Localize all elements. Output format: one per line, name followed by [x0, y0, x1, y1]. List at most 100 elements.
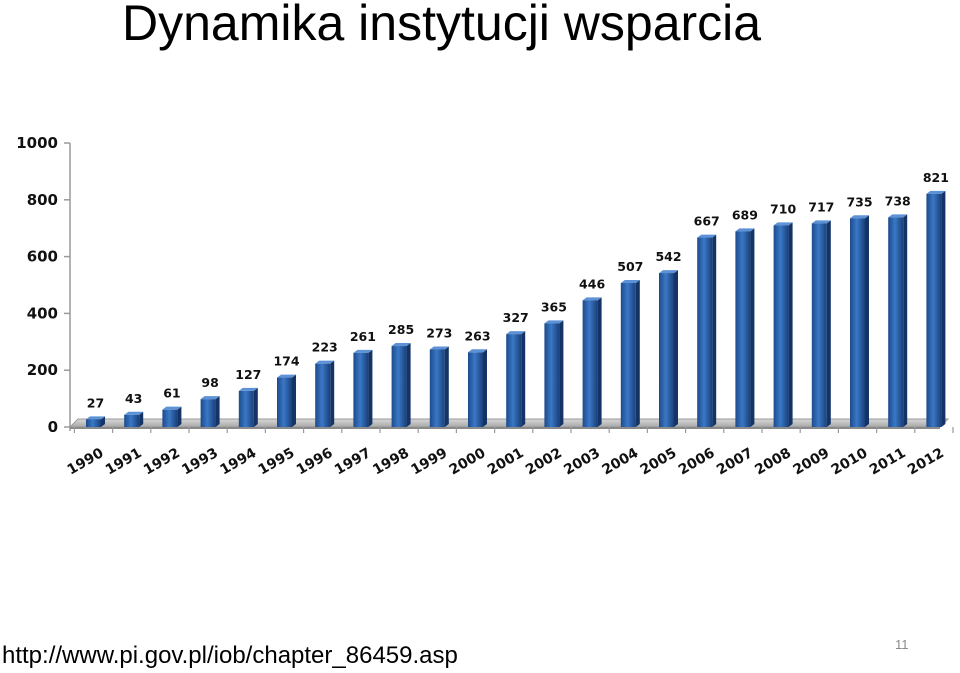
- y-tick-label: 1000: [16, 134, 58, 152]
- bar-top: [697, 234, 717, 238]
- data-label: 273: [426, 325, 452, 340]
- y-tick-label: 800: [27, 191, 58, 209]
- x-tick-label: 1997: [332, 445, 374, 478]
- bar-top: [773, 222, 793, 226]
- x-tick-label: 2007: [714, 445, 756, 478]
- data-label: 127: [235, 367, 261, 382]
- bar-side: [368, 349, 373, 427]
- bar: [315, 363, 331, 427]
- data-label: 261: [350, 329, 376, 344]
- bar-top: [735, 228, 755, 232]
- data-label: 327: [503, 310, 529, 325]
- x-tick-label: 2006: [676, 445, 718, 478]
- data-label: 27: [87, 395, 104, 410]
- x-tick-label: 2009: [790, 445, 832, 478]
- bar: [200, 399, 216, 427]
- data-label: 735: [846, 194, 872, 209]
- bar-side: [101, 416, 105, 427]
- bar-side: [483, 349, 487, 427]
- bar: [391, 346, 407, 427]
- data-label: 446: [579, 276, 605, 291]
- bar-top: [391, 343, 411, 347]
- x-tick-label: 2008: [752, 445, 794, 478]
- bar-side: [330, 360, 335, 427]
- bar-side: [253, 387, 258, 427]
- x-tick-label: 2000: [447, 445, 489, 478]
- data-label: 365: [541, 299, 567, 314]
- data-label: 98: [201, 375, 218, 390]
- bar-top: [811, 220, 831, 224]
- y-tick-label: 400: [27, 304, 58, 322]
- bar-top: [544, 320, 564, 324]
- source-url[interactable]: http://www.pi.gov.pl/iob/chapter_86459.a…: [2, 642, 458, 669]
- page-number: 11: [895, 637, 909, 652]
- data-label: 738: [885, 193, 911, 208]
- bar-top: [277, 374, 296, 378]
- data-label: 710: [770, 201, 796, 216]
- bar: [353, 352, 369, 427]
- x-tick-label: 2011: [867, 445, 909, 478]
- bar-side: [635, 280, 640, 427]
- bar-side: [444, 346, 449, 427]
- bar: [697, 237, 713, 427]
- data-label: 667: [694, 214, 720, 229]
- data-label: 821: [923, 170, 949, 185]
- bar-side: [712, 234, 717, 427]
- bar-side: [941, 190, 946, 427]
- bar: [811, 223, 827, 427]
- y-tick-label: 0: [48, 418, 58, 436]
- bar-top: [315, 360, 335, 364]
- x-tick-label: 1990: [65, 445, 107, 478]
- y-tick-label: 600: [27, 248, 58, 266]
- bar-side: [406, 343, 411, 427]
- bar: [888, 217, 904, 427]
- bar: [659, 273, 674, 427]
- x-tick-label: 2001: [485, 445, 527, 478]
- bar-side: [865, 215, 869, 427]
- bar: [162, 409, 178, 427]
- bar-top: [86, 416, 105, 420]
- bar: [238, 390, 254, 427]
- x-tick-label: 1993: [179, 445, 221, 478]
- data-label: 61: [163, 386, 180, 401]
- x-tick-label: 1999: [408, 445, 450, 478]
- data-label: 689: [732, 207, 758, 222]
- bar-side: [674, 270, 678, 427]
- bar-top: [506, 331, 526, 335]
- bar-side: [826, 220, 831, 427]
- bar-side: [788, 222, 793, 427]
- y-tick-label: 200: [27, 361, 58, 379]
- bar: [277, 377, 292, 427]
- bar-top: [162, 406, 182, 410]
- bar-side: [750, 228, 755, 427]
- bar-top: [429, 346, 449, 350]
- x-tick-label: 2002: [523, 445, 565, 478]
- bar: [582, 300, 598, 427]
- bar-top: [850, 215, 869, 219]
- bar-side: [292, 374, 296, 427]
- bar-top: [238, 387, 258, 391]
- bar: [620, 283, 636, 427]
- x-tick-label: 2012: [905, 445, 947, 478]
- bar: [735, 231, 751, 427]
- bar: [468, 352, 483, 427]
- data-label: 263: [464, 328, 490, 343]
- slide-title: Dynamika instytucji wsparcia: [122, 0, 762, 51]
- data-label: 285: [388, 322, 414, 337]
- bar-top: [468, 349, 487, 353]
- data-label: 43: [125, 391, 142, 406]
- data-label: 223: [312, 340, 338, 355]
- bar: [544, 323, 560, 427]
- x-tick-label: 1994: [217, 445, 259, 478]
- bar-side: [559, 320, 564, 427]
- bar-top: [582, 297, 602, 301]
- bar-top: [353, 349, 373, 353]
- bar: [773, 225, 789, 427]
- bar-top: [620, 280, 640, 284]
- data-label: 717: [808, 199, 834, 214]
- bar-top: [124, 411, 144, 415]
- bar-layer: [86, 190, 946, 427]
- bar: [124, 414, 140, 427]
- bar: [926, 193, 942, 427]
- bar: [506, 334, 522, 427]
